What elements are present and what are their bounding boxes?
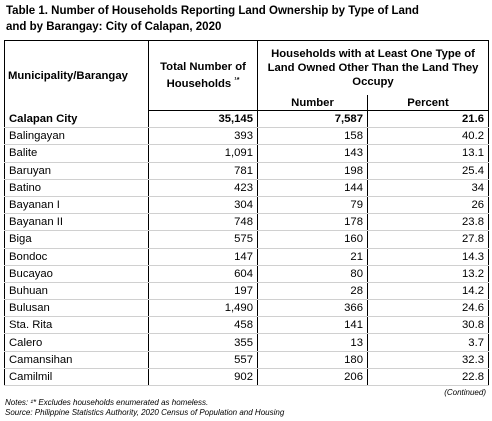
row-label: Bulusan [4,299,149,318]
row-label: Bayanan I [4,196,149,215]
cell: 79 [257,196,368,215]
cell: 557 [148,351,258,369]
data-table: Municipality/Barangay Total Number of Ho… [4,40,490,387]
table-row: Bulusan 1,490 366 24.6 [4,299,489,318]
table-row: Biga 575 160 27.8 [4,230,489,249]
table-row: Calapan City 35,145 7,587 21.6 [4,110,489,129]
cell: 393 [148,127,258,146]
cell: 180 [257,351,368,369]
cell: 13.2 [366,265,489,283]
table-row: Buhuan 197 28 14.2 [4,282,489,301]
table-row: Bayanan II 748 178 23.8 [4,213,489,232]
row-label: Calero [4,333,149,352]
note: Notes: ¹* Excludes households enumerated… [5,398,209,407]
cell: 902 [148,368,258,387]
note: Source: Philippine Statistics Authority,… [5,408,285,417]
cell: 143 [257,144,368,163]
row-label: Buhuan [4,282,149,301]
sub-header: Percent [366,95,489,111]
table-body: Calapan City 35,145 7,587 21.6 Balingayan 393… [4,110,489,387]
cell: 35,145 [148,110,258,129]
row-label: Bucayao [4,265,149,283]
cell: 26 [366,196,489,215]
cell: 144 [257,179,368,197]
cell: 748 [148,213,258,232]
table-row: Bucayao 604 80 13.2 [4,265,489,283]
cell: 24.6 [366,299,489,318]
cell: 14.2 [366,282,489,301]
row-label: Sta. Rita [4,316,149,335]
row-label: Camilmil [4,368,149,387]
row-label: Balite [4,144,149,163]
cell: 34 [366,179,489,197]
cell: 160 [257,230,368,249]
cell: 13 [257,333,368,352]
cell: 198 [257,162,368,180]
cell: 7,587 [257,110,368,129]
row-label: Biga [4,230,149,249]
sub-header: Number [257,95,368,111]
column-header: Municipality/Barangay [8,69,128,82]
table-row: Camansihan 557 180 32.3 [4,351,489,369]
row-label: Calapan City [4,110,149,129]
title-line: Table 1. Number of Households Reporting … [6,5,419,17]
row-label: Batino [4,179,149,197]
table-row: Baruyan 781 198 25.4 [4,162,489,180]
cell: 3.7 [366,333,489,352]
cell: 458 [148,316,258,335]
footnote-mark: ¹* [234,77,240,85]
cell: 178 [257,213,368,232]
cell: 1,091 [148,144,258,163]
row-label: Camansihan [4,351,149,369]
cell: 355 [148,333,258,352]
table-row: Balite 1,091 143 13.1 [4,144,489,163]
table-row: Bondoc 147 21 14.3 [4,248,489,266]
cell: 304 [148,196,258,215]
row-label: Balingayan [4,127,149,146]
cell: 423 [148,179,258,197]
cell: 22.8 [366,368,489,387]
cell: 13.1 [366,144,489,163]
cell: 575 [148,230,258,249]
title: Table 1. Number of Households Reporting … [6,3,486,35]
title-line: and by Barangay: City of Calapan, 2020 [6,21,222,33]
cell: 80 [257,265,368,283]
cell: 206 [257,368,368,387]
column-header: Total Number of Households ¹* [148,40,258,111]
cell: 604 [148,265,258,283]
cell: 27.8 [366,230,489,249]
table-row: Calero 355 13 3.7 [4,333,489,352]
cell: 21 [257,248,368,266]
continued: (Continued) [444,388,486,397]
cell: 21.6 [366,110,489,129]
row-label: Bayanan II [4,213,149,232]
table-row: Batino 423 144 34 [4,179,489,197]
cell: 1,490 [148,299,258,318]
cell: 23.8 [366,213,489,232]
table-row: Sta. Rita 458 141 30.8 [4,316,489,335]
cell: 32.3 [366,351,489,369]
cell: 366 [257,299,368,318]
cell: 25.4 [366,162,489,180]
cell: 141 [257,316,368,335]
notes: Notes: ¹* Excludes households enumerated… [5,398,284,418]
cell: 40.2 [366,127,489,146]
row-label: Baruyan [4,162,149,180]
cell: 30.8 [366,316,489,335]
cell: 147 [148,248,258,266]
cell: 28 [257,282,368,301]
table-row: Camilmil 902 206 22.8 [4,368,489,387]
cell: 197 [148,282,258,301]
cell: 781 [148,162,258,180]
group-header: Households with at Least One Type of Lan… [256,40,489,95]
table-row: Bayanan I 304 79 26 [4,196,489,215]
table-row: Balingayan 393 158 40.2 [4,127,489,146]
cell: 158 [257,127,368,146]
column-header-text: Total Number of Households [160,61,246,90]
row-label: Bondoc [4,248,149,266]
cell: 14.3 [366,248,489,266]
